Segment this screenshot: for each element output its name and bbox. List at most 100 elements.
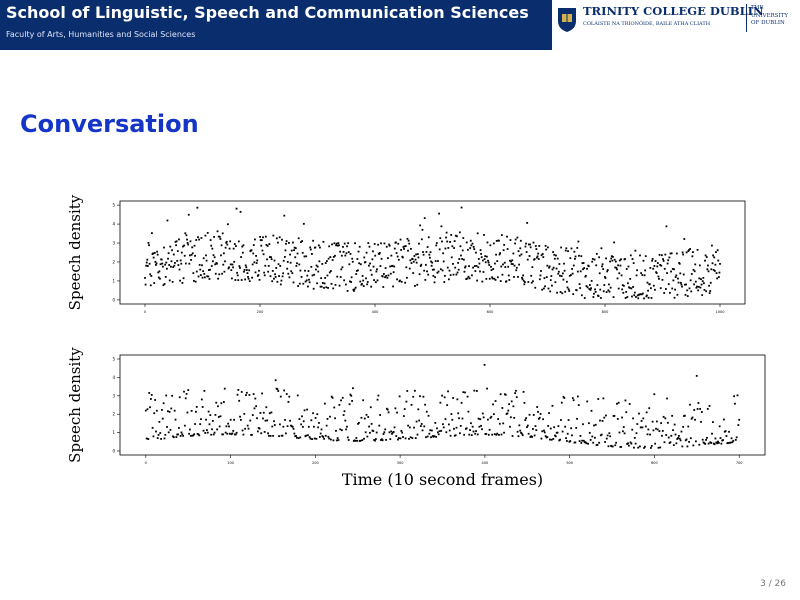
data-point bbox=[576, 417, 578, 420]
data-point bbox=[189, 434, 192, 437]
data-point bbox=[559, 438, 561, 441]
data-point bbox=[305, 255, 308, 258]
data-point bbox=[663, 441, 666, 444]
slide-header: School of Linguistic, Speech and Communi… bbox=[0, 0, 800, 50]
data-point bbox=[184, 232, 187, 235]
data-point bbox=[316, 265, 319, 268]
data-point bbox=[367, 242, 370, 244]
data-point bbox=[725, 435, 728, 437]
data-point bbox=[582, 439, 585, 442]
data-point bbox=[304, 269, 306, 272]
data-point bbox=[317, 244, 320, 247]
data-point bbox=[463, 433, 466, 436]
data-point bbox=[209, 239, 212, 241]
data-point bbox=[223, 270, 226, 273]
data-point bbox=[456, 271, 459, 274]
data-point bbox=[510, 263, 513, 265]
data-point bbox=[348, 263, 351, 266]
data-point bbox=[207, 269, 210, 271]
y-tick-label: 5 bbox=[112, 357, 115, 362]
data-point bbox=[669, 291, 671, 294]
data-point bbox=[484, 255, 487, 258]
data-point bbox=[309, 246, 312, 249]
data-point bbox=[540, 437, 543, 440]
data-point bbox=[714, 263, 717, 266]
data-point bbox=[145, 261, 148, 264]
data-point bbox=[711, 421, 714, 423]
data-point bbox=[217, 277, 219, 280]
data-point bbox=[483, 363, 486, 366]
data-point bbox=[585, 285, 588, 287]
data-point bbox=[254, 238, 256, 241]
data-point bbox=[365, 277, 367, 280]
data-point bbox=[315, 264, 318, 267]
data-point bbox=[708, 284, 710, 287]
data-point bbox=[148, 262, 151, 265]
data-point bbox=[675, 274, 678, 277]
y-axis-label: Speech density bbox=[66, 347, 84, 463]
data-point bbox=[479, 249, 482, 252]
data-point bbox=[611, 259, 614, 262]
data-point bbox=[388, 243, 390, 246]
logo-university-line: UNIVERSITY bbox=[751, 12, 788, 19]
data-point bbox=[538, 416, 541, 419]
data-point bbox=[641, 426, 644, 429]
data-point bbox=[168, 410, 171, 413]
data-point bbox=[622, 284, 625, 287]
data-point bbox=[281, 275, 284, 278]
data-point bbox=[344, 283, 347, 286]
data-point bbox=[620, 445, 623, 448]
data-point bbox=[709, 281, 712, 284]
data-point bbox=[661, 434, 663, 437]
data-point bbox=[698, 277, 701, 280]
tcd-logo: TRINITY COLLEGE DUBLIN COLÁISTE NA TRÍON… bbox=[552, 0, 800, 50]
data-point bbox=[230, 269, 233, 272]
data-point bbox=[188, 254, 191, 257]
data-point bbox=[422, 395, 425, 398]
data-point bbox=[629, 277, 632, 280]
data-point bbox=[380, 242, 382, 245]
data-point bbox=[643, 297, 645, 300]
data-point bbox=[598, 441, 601, 444]
data-point bbox=[224, 260, 226, 263]
data-point bbox=[545, 248, 548, 251]
data-point bbox=[571, 268, 573, 270]
data-point bbox=[312, 412, 314, 415]
data-point bbox=[584, 441, 587, 444]
data-point bbox=[510, 260, 512, 263]
data-point bbox=[442, 252, 445, 255]
data-point bbox=[197, 275, 200, 278]
data-point bbox=[305, 279, 308, 282]
data-point bbox=[696, 248, 699, 251]
data-point bbox=[554, 281, 557, 284]
data-point bbox=[547, 425, 550, 427]
data-point bbox=[653, 393, 656, 396]
data-point bbox=[704, 443, 707, 445]
data-point bbox=[509, 259, 511, 262]
data-point bbox=[593, 424, 595, 427]
data-point bbox=[570, 247, 573, 250]
data-point bbox=[627, 444, 630, 447]
data-point bbox=[686, 289, 689, 292]
data-point bbox=[598, 256, 601, 259]
data-point bbox=[167, 252, 170, 255]
data-point bbox=[544, 435, 547, 438]
data-point bbox=[656, 428, 659, 431]
data-point bbox=[695, 374, 698, 377]
data-point bbox=[357, 423, 359, 425]
data-point bbox=[393, 247, 396, 250]
data-point bbox=[392, 271, 395, 274]
data-point bbox=[690, 417, 693, 420]
data-point bbox=[184, 397, 187, 400]
data-point bbox=[505, 280, 508, 283]
data-point bbox=[179, 279, 182, 282]
data-point bbox=[536, 255, 539, 258]
data-point bbox=[225, 240, 228, 243]
data-point bbox=[200, 418, 202, 421]
data-point bbox=[640, 293, 643, 296]
data-point bbox=[318, 260, 321, 263]
data-point bbox=[615, 441, 618, 444]
data-point bbox=[155, 262, 158, 265]
data-point bbox=[325, 260, 328, 262]
data-point bbox=[405, 276, 408, 279]
